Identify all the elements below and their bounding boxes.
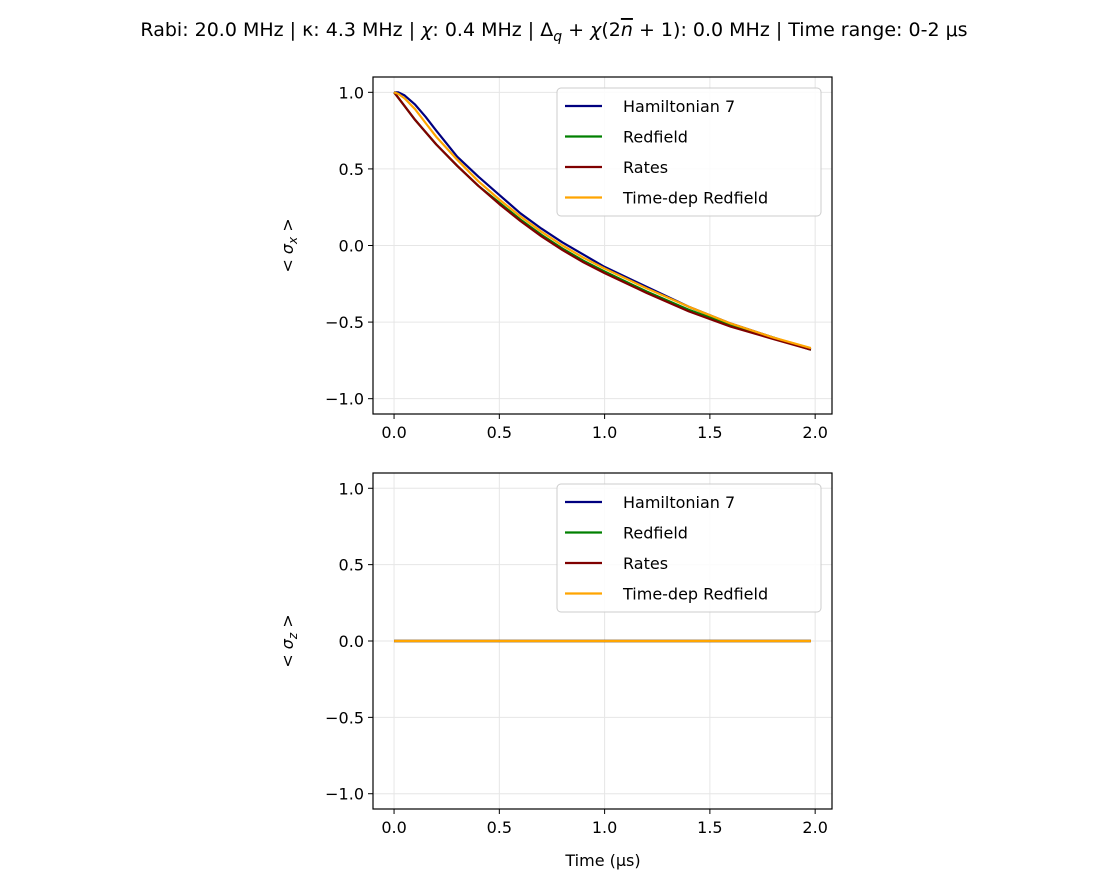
x-tick-label: 1.0 [592,423,617,442]
legend-label: Hamiltonian 7 [623,97,735,116]
x-tick-label: 1.0 [592,818,617,837]
x-axis-label: Time (μs) [564,851,640,870]
legend-label: Redfield [623,128,688,147]
x-tick-label: 0.5 [487,423,512,442]
legend-label: Rates [623,158,668,177]
y-tick-label: −0.5 [325,313,364,332]
y-tick-label: 1.0 [339,83,364,102]
x-tick-label: 0.0 [381,818,406,837]
y-tick-label: −1.0 [325,390,364,409]
y-axis-label: < σx > [278,218,300,272]
y-tick-label: −1.0 [325,785,364,804]
x-tick-label: 2.0 [802,423,827,442]
legend-label: Time-dep Redfield [622,189,768,208]
y-tick-label: 1.0 [339,479,364,498]
legend: Hamiltonian 7 Redfield Rates Time-dep Redfi… [556,483,822,613]
y-tick-label: 0.0 [339,237,364,256]
series-group [393,91,812,351]
legend-label: Hamiltonian 7 [623,493,735,512]
series-line-rates [393,91,812,351]
x-tick-label: 1.5 [697,818,722,837]
legend-label: Redfield [623,524,688,543]
legend-box [556,87,822,217]
x-tick-label: 0.5 [487,818,512,837]
sigma-z-panel: 0.0 0.5 1.0 1.5 2.0 1.0 0.5 0.0 −0.5 −1.0 < σz > Ha… [278,472,833,837]
x-tick-label: 1.5 [697,423,722,442]
y-axis-label: < σz > [278,614,300,667]
figure-title: Rabi: 20.0 MHz | κ: 4.3 MHz | χ: 0.4 MHz… [140,19,967,45]
y-tick-label: 0.5 [339,556,364,575]
y-tick-label: 0.5 [339,160,364,179]
series-line-time-dep-redfield [393,91,812,350]
legend-label: Rates [623,554,668,573]
x-tick-label: 0.0 [381,423,406,442]
sigma-x-panel: 0.0 0.5 1.0 1.5 2.0 1.0 0.5 0.0 −0.5 −1.0 < σx > Ha… [278,76,833,442]
y-tick-label: −0.5 [325,708,364,727]
legend-box [556,483,822,613]
legend: Hamiltonian 7 Redfield Rates Time-dep Redfi… [556,87,822,217]
y-tick-label: 0.0 [339,632,364,651]
legend-label: Time-dep Redfield [622,585,768,604]
x-tick-label: 2.0 [802,818,827,837]
